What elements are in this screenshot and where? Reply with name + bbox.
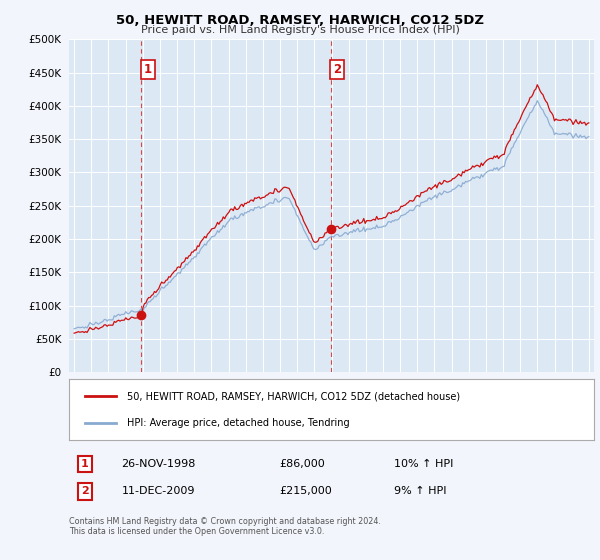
Text: HPI: Average price, detached house, Tendring: HPI: Average price, detached house, Tend…	[127, 418, 349, 428]
Text: 2: 2	[333, 63, 341, 76]
Text: Contains HM Land Registry data © Crown copyright and database right 2024.
This d: Contains HM Land Registry data © Crown c…	[69, 517, 381, 536]
Text: 50, HEWITT ROAD, RAMSEY, HARWICH, CO12 5DZ: 50, HEWITT ROAD, RAMSEY, HARWICH, CO12 5…	[116, 14, 484, 27]
Text: 11-DEC-2009: 11-DEC-2009	[121, 487, 195, 496]
Text: 10% ↑ HPI: 10% ↑ HPI	[395, 459, 454, 469]
Text: Price paid vs. HM Land Registry's House Price Index (HPI): Price paid vs. HM Land Registry's House …	[140, 25, 460, 35]
Text: 2: 2	[81, 487, 89, 496]
Text: 1: 1	[81, 459, 89, 469]
Text: £86,000: £86,000	[279, 459, 325, 469]
Text: 1: 1	[143, 63, 152, 76]
Text: 50, HEWITT ROAD, RAMSEY, HARWICH, CO12 5DZ (detached house): 50, HEWITT ROAD, RAMSEY, HARWICH, CO12 5…	[127, 391, 460, 401]
Text: 9% ↑ HPI: 9% ↑ HPI	[395, 487, 447, 496]
Text: £215,000: £215,000	[279, 487, 332, 496]
Text: 26-NOV-1998: 26-NOV-1998	[121, 459, 196, 469]
